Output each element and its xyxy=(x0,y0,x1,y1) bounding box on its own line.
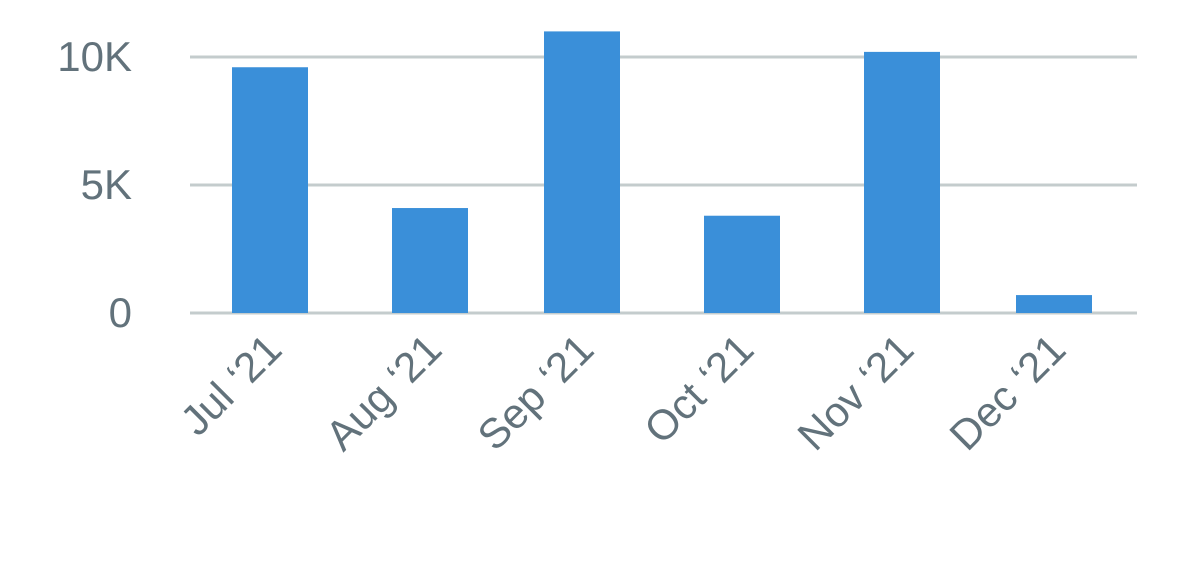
x-tick-label: Aug ‘21 xyxy=(316,325,450,459)
x-tick-label: Oct ‘21 xyxy=(635,325,762,452)
x-tick-label: Sep ‘21 xyxy=(468,325,602,459)
bar xyxy=(392,208,468,313)
x-axis-ticks: Jul ‘21 Aug ‘21 Sep ‘21 Oct ‘21 Nov ‘21 Dec ‘… xyxy=(171,325,1074,459)
y-tick-label: 5K xyxy=(81,161,132,208)
gridlines xyxy=(190,55,1137,315)
bar xyxy=(232,67,308,314)
bar xyxy=(864,51,940,313)
bars xyxy=(232,31,1092,314)
y-axis-ticks: 0 5K 10K xyxy=(57,33,132,336)
x-tick-label: Jul ‘21 xyxy=(171,325,290,444)
y-tick-label: 10K xyxy=(57,33,132,80)
x-tick-label: Dec ‘21 xyxy=(940,325,1074,459)
bar xyxy=(1016,295,1092,313)
bar xyxy=(704,215,780,313)
y-tick-label: 0 xyxy=(109,289,132,336)
x-tick-label: Nov ‘21 xyxy=(788,325,922,459)
bar xyxy=(544,31,620,314)
